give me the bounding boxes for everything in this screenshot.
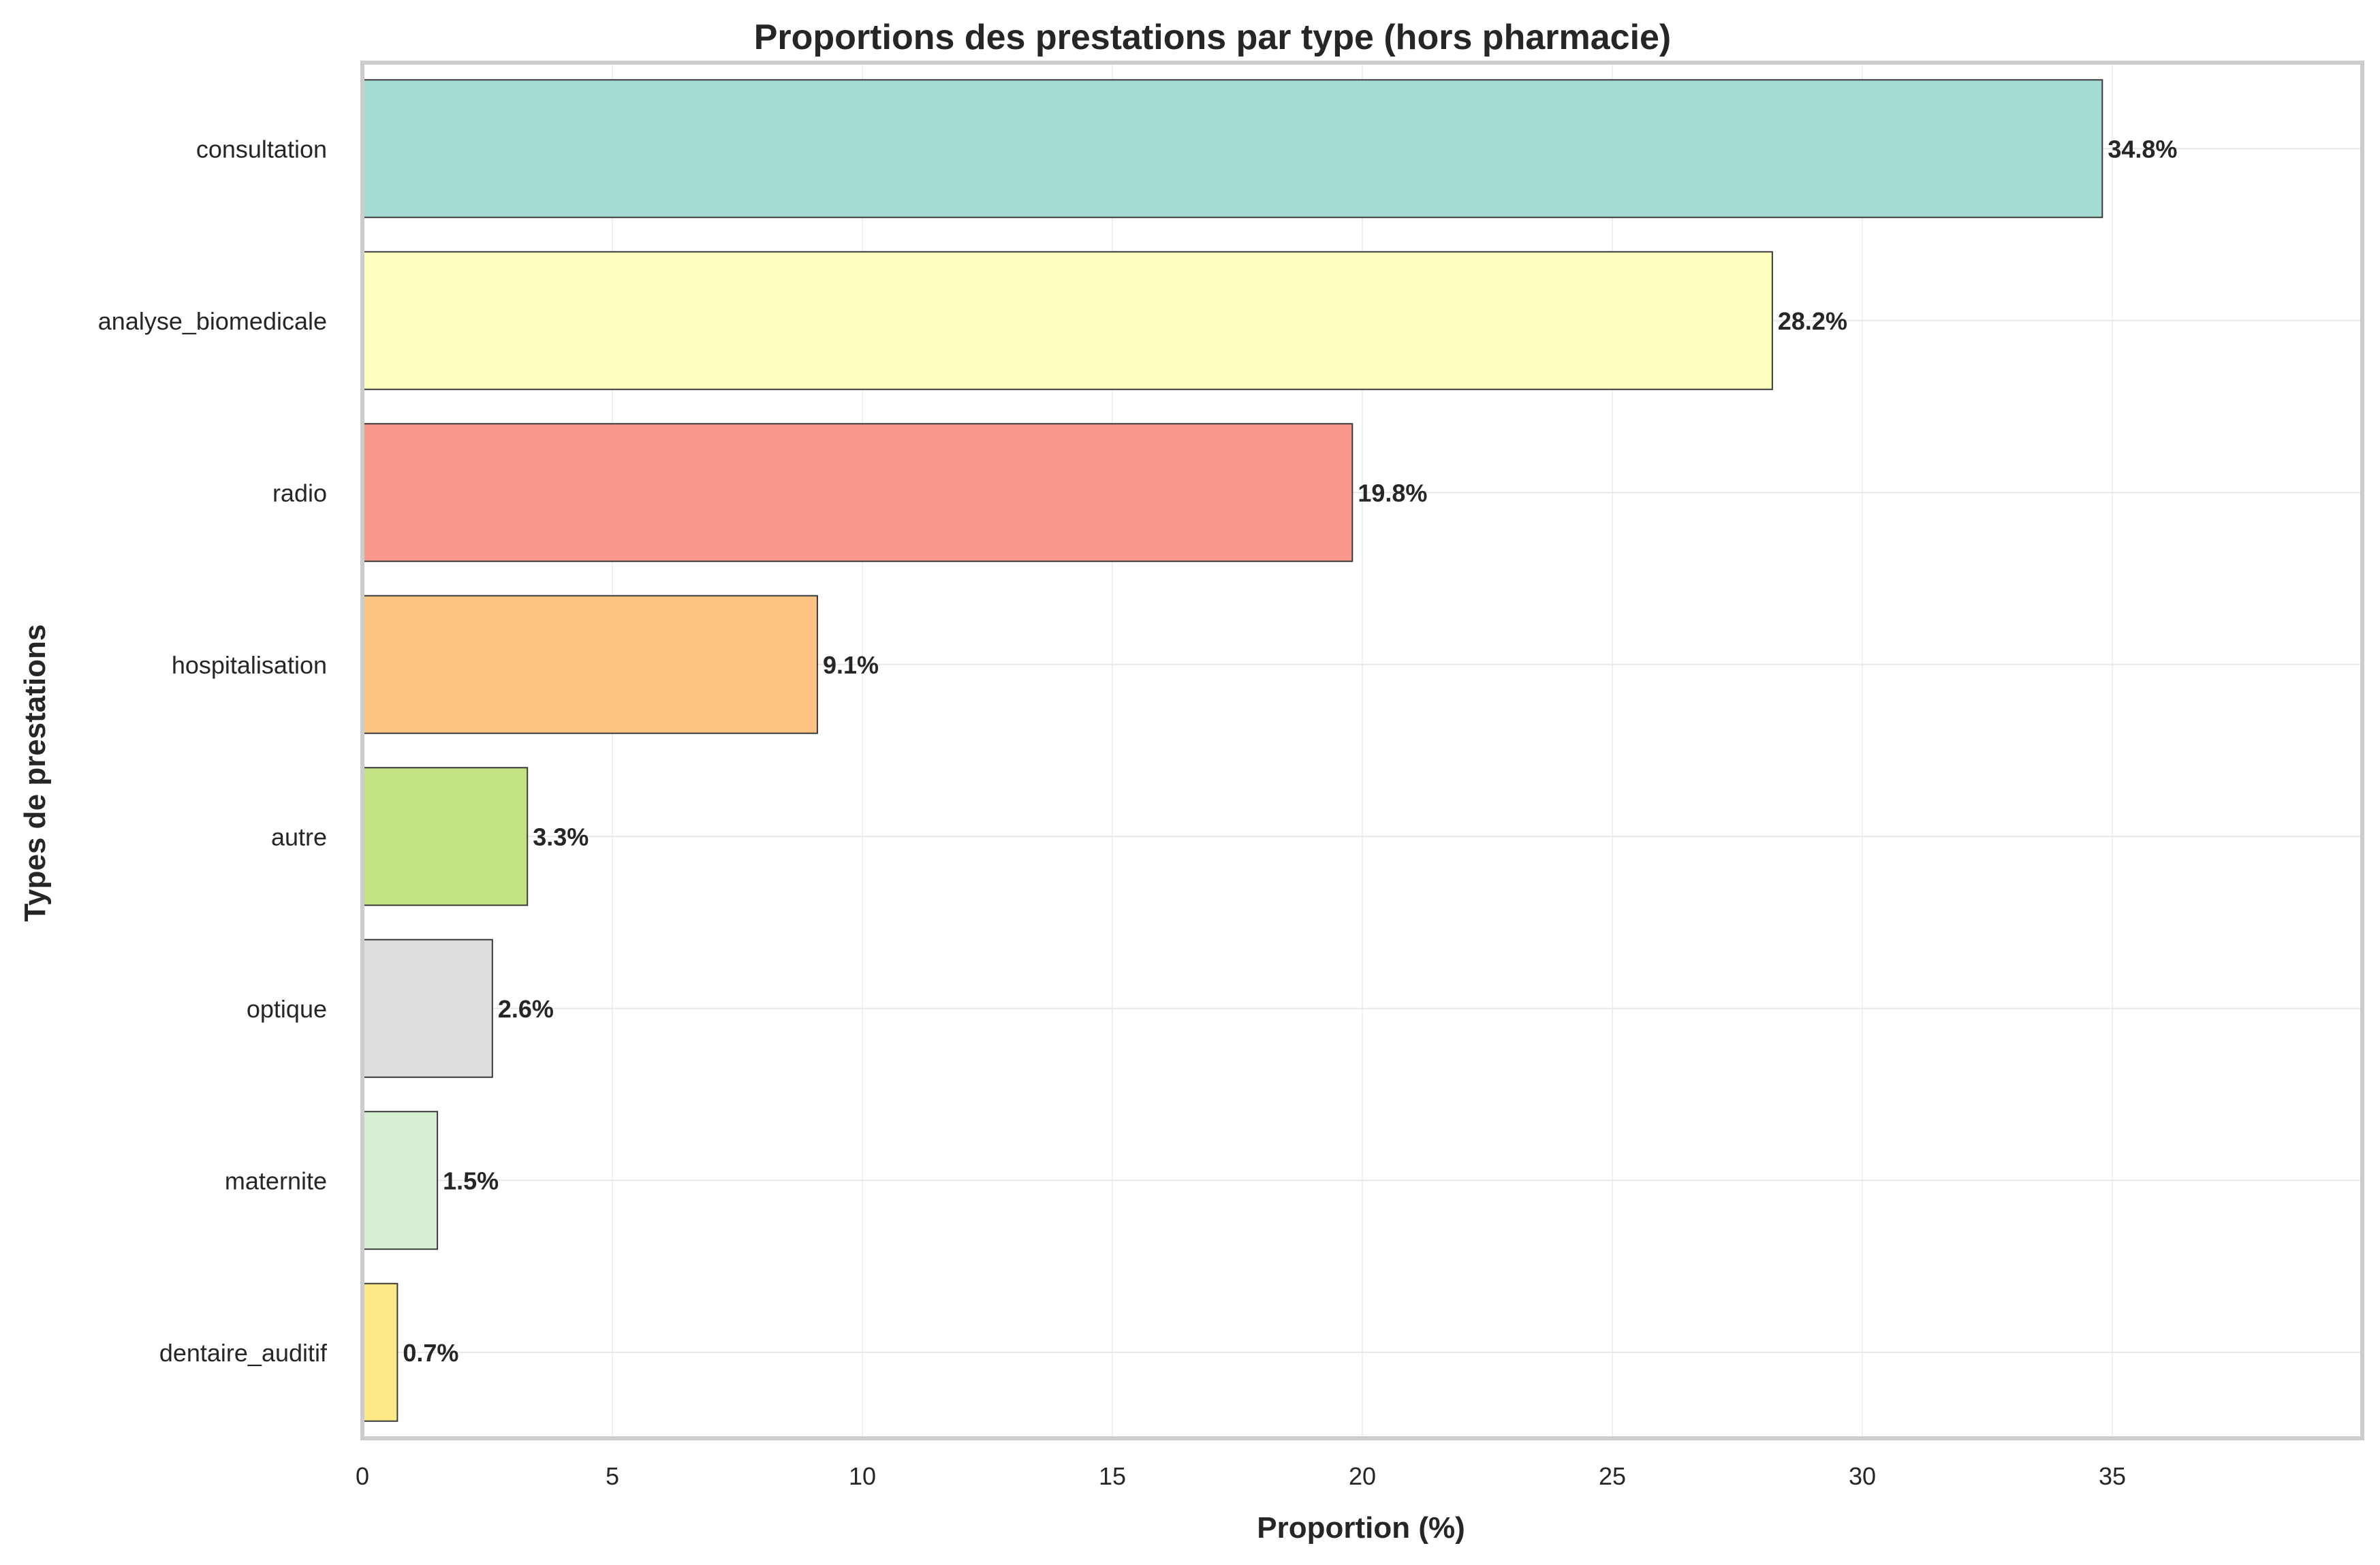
x-tick-label: 0 <box>356 1462 369 1490</box>
data-label-optique: 2.6% <box>498 995 554 1023</box>
data-label-analyse_biomedicale: 28.2% <box>1778 307 1847 335</box>
bar-radio <box>362 423 1353 563</box>
y-tick-label-hospitalisation: hospitalisation <box>172 651 327 679</box>
x-tick-label: 35 <box>2099 1462 2126 1490</box>
y-axis-label: Types de prestations <box>18 625 52 922</box>
y-tick-label-maternite: maternite <box>225 1167 327 1195</box>
data-label-radio: 19.8% <box>1358 479 1427 507</box>
x-axis-ticks: 0 5 10 15 20 25 30 35 <box>356 1462 2126 1490</box>
bar-dentaire_auditif <box>362 1282 398 1422</box>
y-tick-label-radio: radio <box>272 479 327 507</box>
data-label-consultation: 34.8% <box>2108 135 2177 163</box>
bar-autre <box>362 767 529 906</box>
x-axis-label: Proportion (%) <box>1257 1511 1465 1545</box>
x-tick-label: 30 <box>1849 1462 1876 1490</box>
bar-analyse_biomedicale <box>362 251 1773 390</box>
bar-hospitalisation <box>362 595 818 734</box>
y-tick-label-consultation: consultation <box>196 135 327 163</box>
y-tick-label-dentaire_auditif: dentaire_auditif <box>159 1339 328 1367</box>
x-tick-label: 25 <box>1599 1462 1626 1490</box>
x-tick-label: 20 <box>1349 1462 1376 1490</box>
data-label-dentaire_auditif: 0.7% <box>403 1339 458 1367</box>
bar-optique <box>362 938 493 1078</box>
bars <box>362 79 2103 1422</box>
x-tick-label: 5 <box>606 1462 619 1490</box>
data-label-autre: 3.3% <box>533 823 589 851</box>
bar-consultation <box>362 79 2103 219</box>
y-tick-label-autre: autre <box>271 823 327 851</box>
plot-frame <box>360 61 2364 1440</box>
y-tick-label-analyse_biomedicale: analyse_biomedicale <box>98 307 327 335</box>
chart-title: Proportions des prestations par type (ho… <box>754 18 1672 57</box>
data-label-maternite: 1.5% <box>443 1167 499 1195</box>
data-labels: 34.8% 28.2% 19.8% 9.1% 3.3% 2.6% 1.5% 0.7% <box>403 135 2177 1367</box>
x-tick-label: 15 <box>1099 1462 1126 1490</box>
y-tick-label-optique: optique <box>247 995 327 1023</box>
data-label-hospitalisation: 9.1% <box>823 651 879 679</box>
x-tick-label: 10 <box>849 1462 876 1490</box>
bar-maternite <box>362 1111 439 1250</box>
